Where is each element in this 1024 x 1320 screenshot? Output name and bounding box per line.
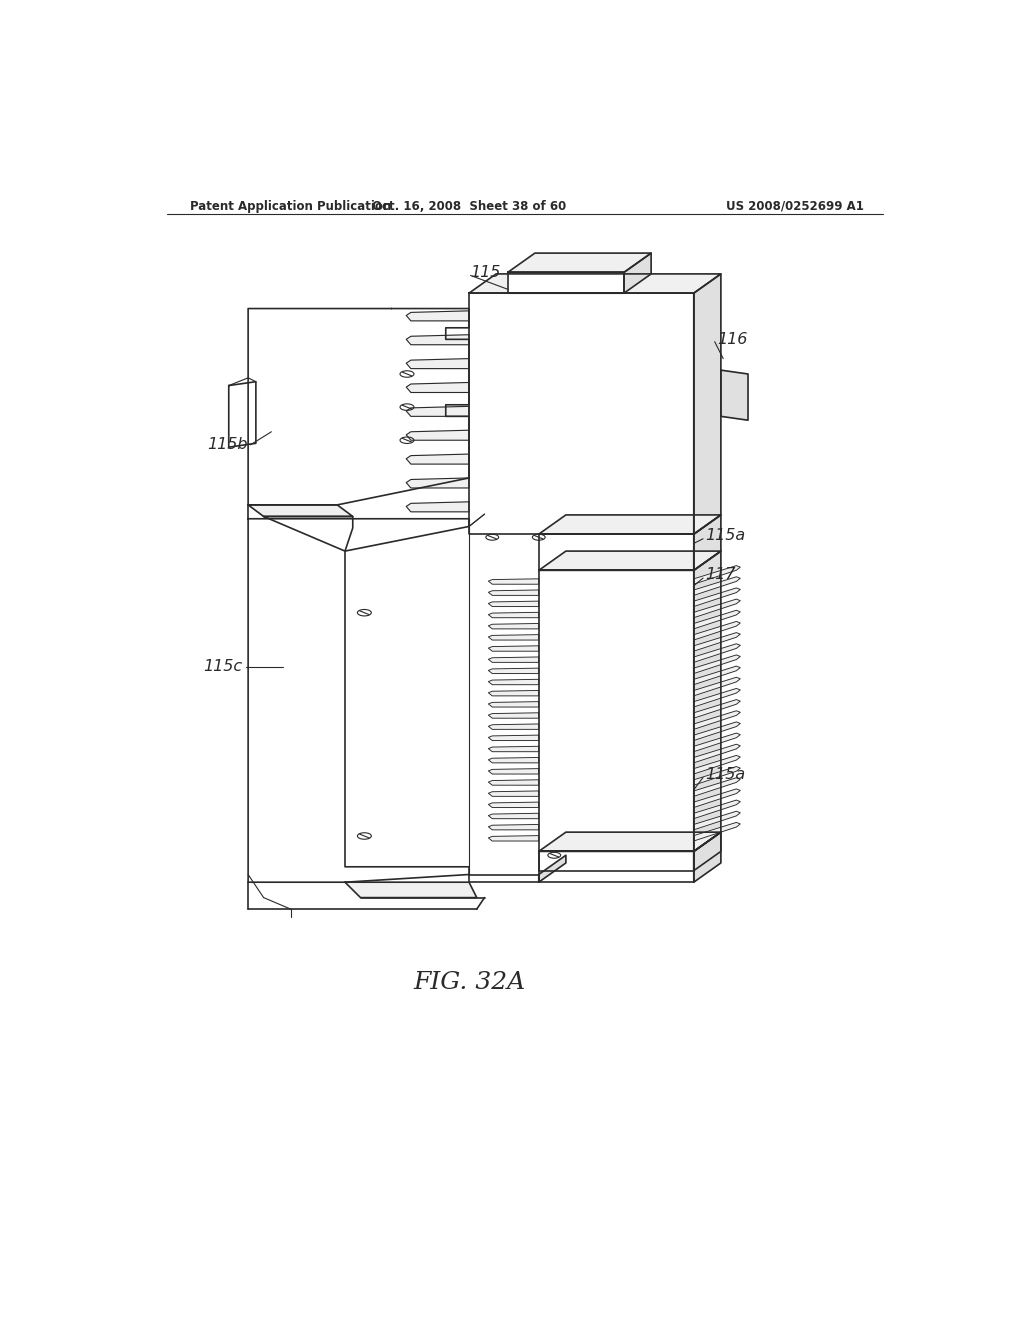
Polygon shape: [488, 645, 539, 651]
Polygon shape: [488, 680, 539, 685]
Polygon shape: [693, 577, 740, 595]
Polygon shape: [539, 570, 693, 851]
Polygon shape: [693, 587, 740, 607]
Polygon shape: [693, 812, 740, 830]
Polygon shape: [539, 832, 721, 851]
Polygon shape: [407, 454, 469, 465]
Polygon shape: [508, 253, 651, 272]
Polygon shape: [488, 803, 539, 808]
Polygon shape: [228, 381, 256, 447]
Polygon shape: [488, 758, 539, 763]
Polygon shape: [693, 744, 740, 763]
Polygon shape: [693, 599, 740, 618]
Polygon shape: [407, 502, 469, 512]
Polygon shape: [693, 733, 740, 751]
Polygon shape: [407, 335, 469, 345]
Polygon shape: [407, 478, 469, 488]
Polygon shape: [488, 836, 539, 841]
Polygon shape: [539, 515, 721, 535]
Polygon shape: [248, 506, 352, 516]
Text: US 2008/0252699 A1: US 2008/0252699 A1: [726, 199, 864, 213]
Polygon shape: [693, 667, 740, 685]
Polygon shape: [407, 407, 469, 416]
Polygon shape: [488, 825, 539, 830]
Polygon shape: [488, 623, 539, 628]
Polygon shape: [693, 689, 740, 708]
Polygon shape: [488, 735, 539, 741]
Text: Oct. 16, 2008  Sheet 38 of 60: Oct. 16, 2008 Sheet 38 of 60: [372, 199, 566, 213]
Polygon shape: [488, 780, 539, 785]
Polygon shape: [693, 767, 740, 785]
Polygon shape: [693, 700, 740, 718]
Polygon shape: [407, 383, 469, 392]
Polygon shape: [693, 789, 740, 808]
Polygon shape: [721, 370, 748, 420]
Polygon shape: [488, 612, 539, 618]
Polygon shape: [693, 755, 740, 774]
Text: 115b: 115b: [208, 437, 248, 453]
Polygon shape: [693, 677, 740, 696]
Polygon shape: [693, 610, 740, 628]
Text: 115c: 115c: [204, 659, 243, 675]
Text: FIG. 32A: FIG. 32A: [413, 970, 525, 994]
Polygon shape: [693, 777, 740, 796]
Text: 117: 117: [706, 566, 736, 582]
Polygon shape: [407, 430, 469, 441]
Polygon shape: [248, 519, 469, 882]
Polygon shape: [488, 702, 539, 708]
Polygon shape: [248, 309, 469, 506]
Text: 115: 115: [471, 265, 501, 280]
Polygon shape: [693, 632, 740, 651]
Polygon shape: [488, 578, 539, 585]
Polygon shape: [469, 293, 693, 535]
Polygon shape: [407, 312, 469, 321]
Polygon shape: [693, 515, 721, 570]
Polygon shape: [488, 723, 539, 730]
Polygon shape: [488, 791, 539, 796]
Polygon shape: [488, 635, 539, 640]
Polygon shape: [693, 552, 721, 851]
Polygon shape: [539, 855, 566, 882]
Polygon shape: [488, 601, 539, 607]
Polygon shape: [693, 275, 721, 535]
Text: Patent Application Publication: Patent Application Publication: [190, 199, 391, 213]
Polygon shape: [488, 690, 539, 696]
Polygon shape: [693, 832, 721, 882]
Polygon shape: [693, 832, 721, 871]
Polygon shape: [693, 800, 740, 818]
Polygon shape: [345, 882, 477, 898]
Polygon shape: [624, 253, 651, 293]
Polygon shape: [407, 359, 469, 368]
Polygon shape: [488, 668, 539, 673]
Polygon shape: [693, 622, 740, 640]
Polygon shape: [539, 851, 693, 871]
Text: 115a: 115a: [706, 528, 745, 544]
Polygon shape: [693, 565, 740, 585]
Polygon shape: [539, 535, 693, 570]
Polygon shape: [488, 657, 539, 663]
Text: 116: 116: [717, 331, 748, 347]
Polygon shape: [508, 272, 624, 293]
Polygon shape: [469, 275, 721, 293]
Polygon shape: [693, 710, 740, 730]
Polygon shape: [488, 746, 539, 751]
Polygon shape: [469, 874, 539, 882]
Polygon shape: [693, 655, 740, 673]
Polygon shape: [488, 713, 539, 718]
Polygon shape: [488, 590, 539, 595]
Polygon shape: [693, 822, 740, 841]
Polygon shape: [488, 813, 539, 818]
Polygon shape: [693, 644, 740, 663]
Polygon shape: [488, 768, 539, 774]
Polygon shape: [539, 552, 721, 570]
Polygon shape: [539, 851, 693, 882]
Polygon shape: [693, 722, 740, 741]
Text: 115a: 115a: [706, 767, 745, 781]
